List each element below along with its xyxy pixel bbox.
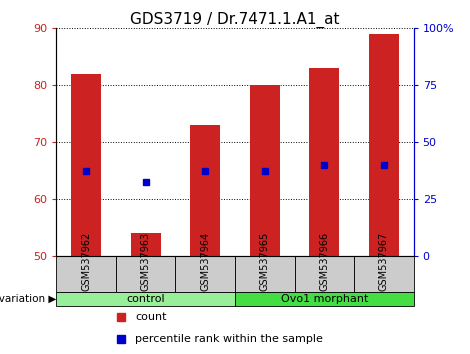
- Bar: [131, 233, 161, 256]
- Title: GDS3719 / Dr.7471.1.A1_at: GDS3719 / Dr.7471.1.A1_at: [130, 12, 340, 28]
- Text: percentile rank within the sample: percentile rank within the sample: [135, 334, 323, 344]
- Text: genotype/variation ▶: genotype/variation ▶: [0, 294, 56, 304]
- Bar: [369, 34, 399, 256]
- Text: GSM537962: GSM537962: [81, 232, 91, 291]
- Bar: [56, 256, 116, 292]
- Bar: [309, 68, 339, 256]
- Text: GSM537964: GSM537964: [200, 232, 210, 291]
- Bar: [354, 256, 414, 292]
- Text: GSM537965: GSM537965: [260, 232, 270, 291]
- Bar: [56, 292, 235, 306]
- Text: control: control: [126, 294, 165, 304]
- Bar: [295, 256, 354, 292]
- Bar: [235, 256, 295, 292]
- Text: Ovo1 morphant: Ovo1 morphant: [281, 294, 368, 304]
- Text: GSM537967: GSM537967: [379, 232, 389, 291]
- Bar: [235, 292, 414, 306]
- Text: count: count: [135, 313, 166, 322]
- Bar: [175, 256, 235, 292]
- Text: GSM537966: GSM537966: [319, 232, 329, 291]
- Text: GSM537963: GSM537963: [141, 232, 151, 291]
- Bar: [71, 74, 101, 256]
- Bar: [190, 125, 220, 256]
- Bar: [250, 85, 280, 256]
- Bar: [116, 256, 175, 292]
